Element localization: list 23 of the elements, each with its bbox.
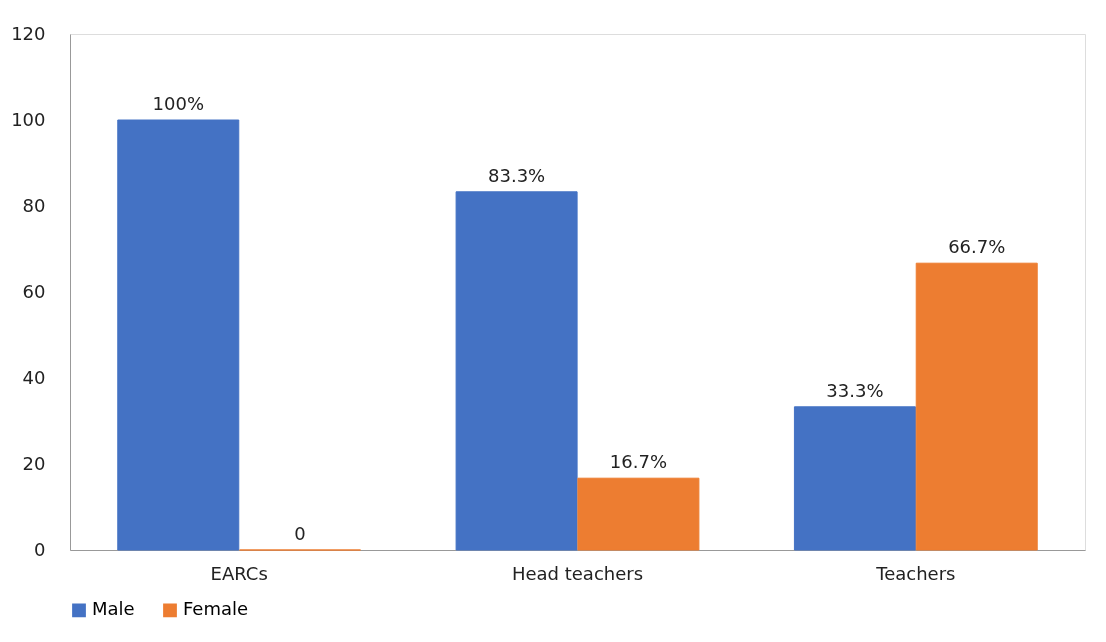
y-tick-label: 20 xyxy=(22,452,46,474)
bar xyxy=(793,406,916,551)
legend-label: Male xyxy=(92,598,135,620)
legend-label: Female xyxy=(183,598,249,620)
y-tick-label: 120 xyxy=(11,22,46,44)
data-label: 16.7% xyxy=(609,451,667,473)
x-tick-label: EARCs xyxy=(210,562,268,584)
bar xyxy=(117,119,240,551)
bar xyxy=(455,191,578,551)
y-tick-label: 60 xyxy=(22,280,46,302)
y-tick-label: 80 xyxy=(22,194,46,216)
y-tick-label: 0 xyxy=(34,538,46,560)
data-label: 66.7% xyxy=(948,236,1006,258)
x-tick-label: Head teachers xyxy=(511,562,644,584)
bar xyxy=(915,262,1038,551)
y-tick-label: 40 xyxy=(22,366,46,388)
data-label: 83.3% xyxy=(488,164,546,186)
data-label: 33.3% xyxy=(826,379,884,401)
x-tick-label: Teachers xyxy=(875,562,956,584)
data-label: 0 xyxy=(294,523,306,544)
y-tick-label: 100 xyxy=(11,108,46,130)
data-label: 100% xyxy=(152,93,204,114)
bar xyxy=(577,477,700,551)
